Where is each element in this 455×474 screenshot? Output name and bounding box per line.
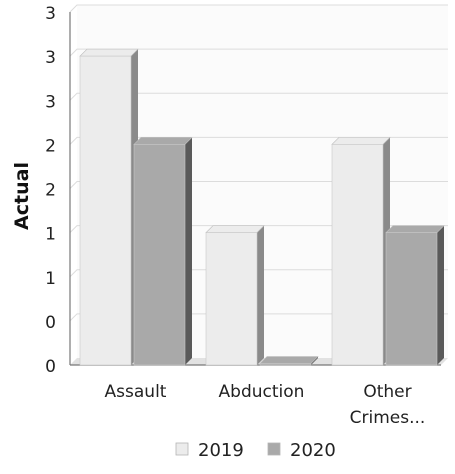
legend-label-2020: 2020 [290,440,336,461]
bar-2019-2 [331,137,391,366]
gridline [69,181,448,189]
bar-front [205,232,258,366]
bar-side [437,225,444,365]
bar-top [385,225,445,233]
gridline [69,4,448,13]
bar-front [259,363,312,366]
legend-swatch-2019 [175,442,189,456]
bar-2020-0 [133,137,193,366]
bar-2019-1 [205,225,265,366]
x-tick-label: Assault [105,382,167,402]
bar-side [257,225,264,365]
bar-top [205,225,265,233]
gridline [69,48,448,57]
tick-labels: 0 0 1 1 2 2 3 3 3 Assault Abduction Other Crimes... [45,4,425,428]
y-tick-label: 3 [45,4,56,24]
y-tick-label: 1 [45,225,56,245]
x-tick-label: Crimes... [350,408,426,428]
bar-front [79,55,132,366]
bars [79,48,445,366]
legend-swatch-2020 [267,442,281,456]
y-tick-label: 3 [45,48,56,68]
y-tick-label: 0 [45,313,56,333]
y-tick-label: 2 [45,181,56,201]
gridline [69,136,448,145]
y-tick-label: 0 [45,357,56,377]
bar-front [385,232,438,366]
x-tick-label: Other [363,382,411,402]
y-tick-label: 1 [45,269,56,289]
bar-2020-2 [385,225,445,366]
bar-2020-1 [259,356,319,366]
gridline [69,313,448,322]
bar-front [133,144,186,366]
bar-2019-0 [79,48,139,366]
bar-top [331,137,391,145]
legend: 2019 2020 [175,440,336,461]
y-axis-label: Actual [11,162,33,230]
gridline [69,225,448,233]
gridline [69,92,448,101]
y-tick-label: 3 [45,92,56,112]
bar-front [331,144,384,366]
gridline [69,269,448,278]
bar-top [259,356,319,364]
bar-top [133,137,193,145]
bar-side [185,137,192,365]
legend-label-2019: 2019 [198,440,244,461]
x-tick-label: Abduction [219,382,305,402]
y-tick-label: 2 [45,136,56,156]
bar-top [79,48,139,57]
